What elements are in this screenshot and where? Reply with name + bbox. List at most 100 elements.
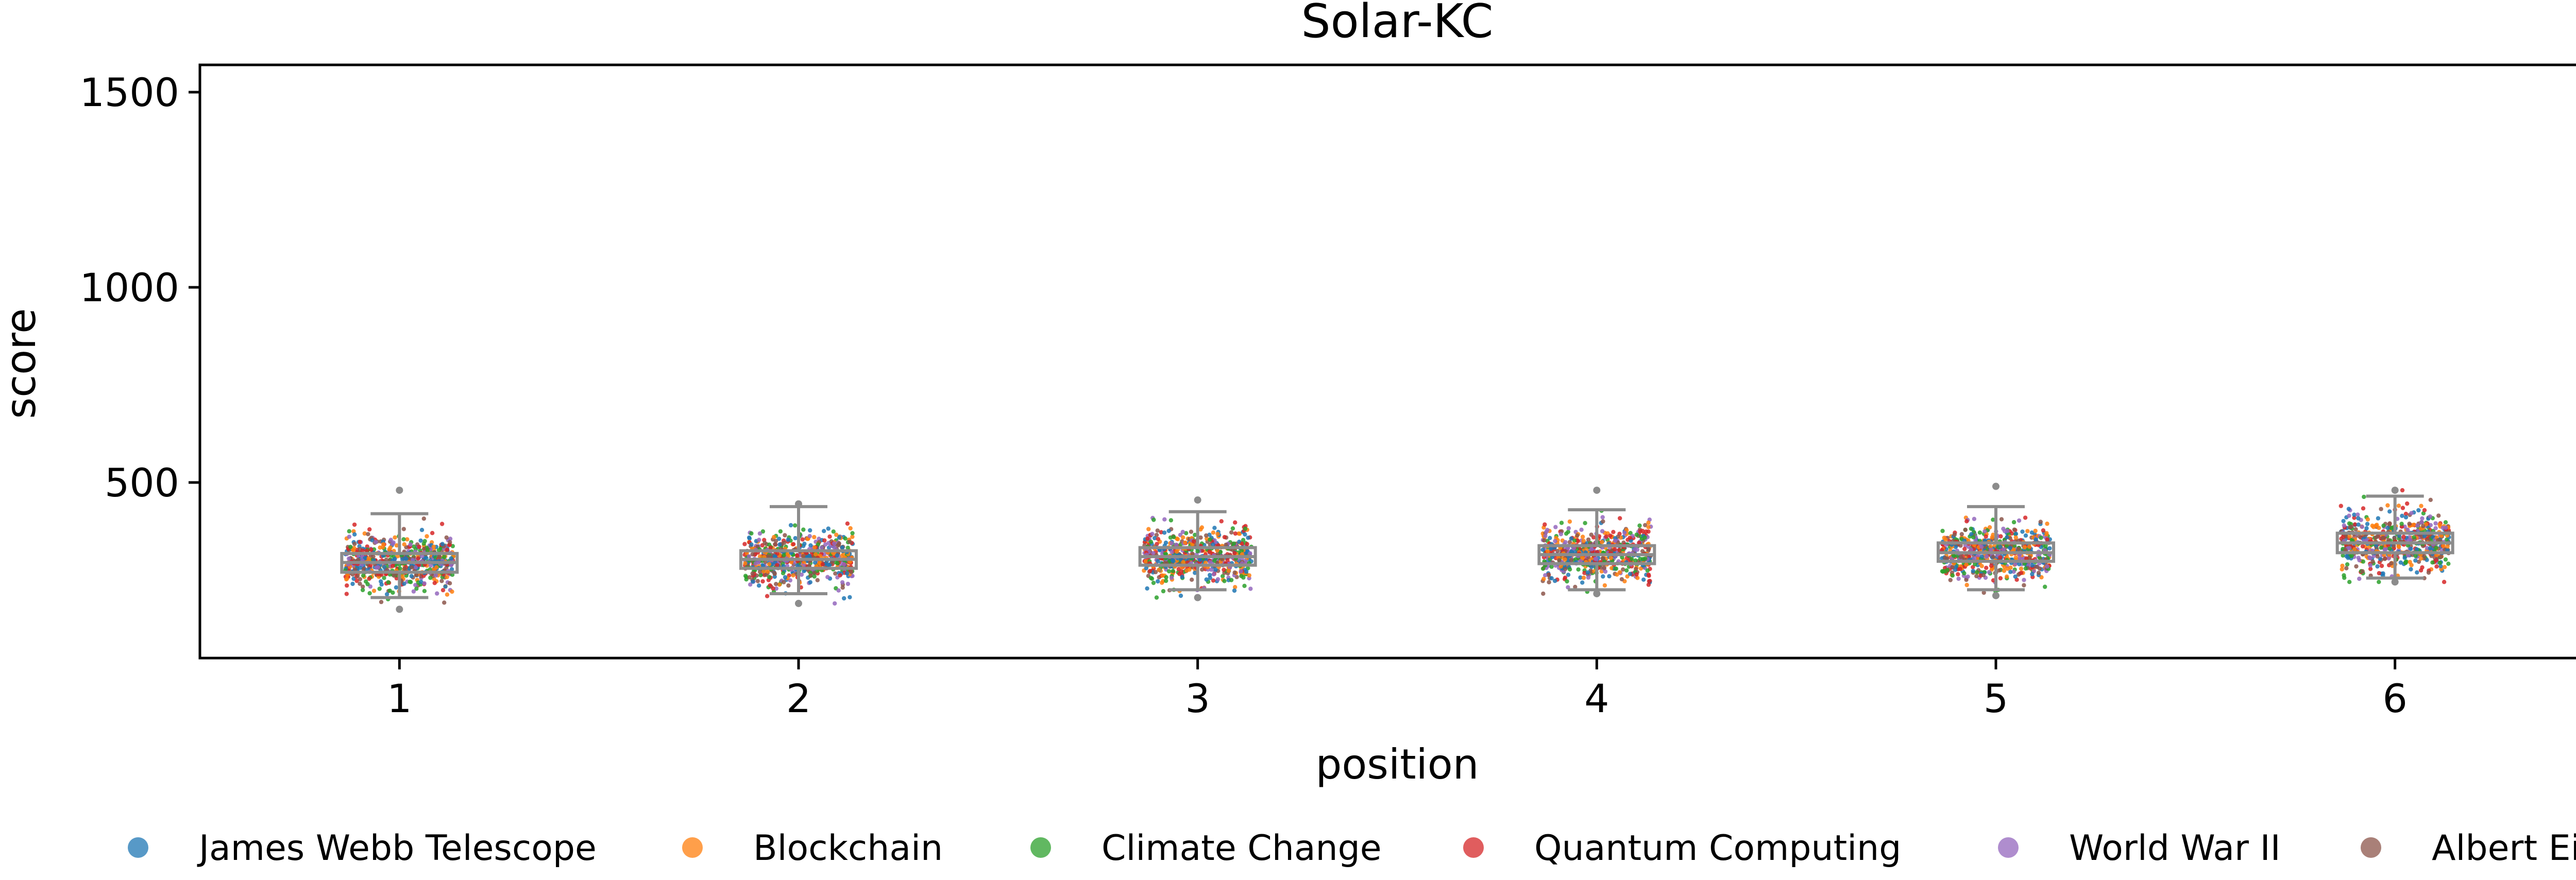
- data-point: [1231, 541, 1236, 546]
- data-point: [799, 572, 804, 577]
- data-point: [1971, 535, 1976, 540]
- data-point: [835, 553, 840, 558]
- data-point: [1225, 558, 1230, 563]
- data-point: [2019, 566, 2024, 571]
- data-point: [1553, 539, 1557, 544]
- data-point: [411, 589, 416, 594]
- data-point: [843, 536, 848, 541]
- data-point: [2352, 515, 2357, 520]
- data-point: [2385, 525, 2390, 530]
- data-point: [812, 574, 817, 579]
- data-point: [2419, 504, 2424, 508]
- data-point: [1160, 573, 1165, 578]
- data-point: [773, 554, 777, 559]
- data-point: [1183, 540, 1188, 545]
- data-point: [1954, 564, 1958, 569]
- box-plot-2: [739, 500, 858, 607]
- data-point: [1645, 568, 1650, 573]
- data-point: [2030, 563, 2035, 568]
- data-point: [2017, 562, 2022, 566]
- data-point: [1619, 577, 1624, 582]
- data-point: [449, 563, 453, 567]
- data-point: [1239, 548, 1244, 553]
- data-point: [2405, 527, 2410, 532]
- legend-item: James Webb Telescope: [128, 828, 597, 869]
- data-point: [1198, 557, 1202, 562]
- data-point: [1181, 535, 1185, 540]
- data-point: [1613, 547, 1617, 552]
- data-point: [1962, 546, 1967, 551]
- data-point: [422, 581, 427, 586]
- data-point: [834, 532, 839, 537]
- data-point: [2412, 522, 2416, 527]
- data-point: [2340, 567, 2344, 572]
- data-point: [774, 586, 779, 591]
- data-point: [1239, 569, 1243, 574]
- data-point: [1548, 536, 1552, 541]
- data-point: [1211, 542, 1215, 547]
- data-point: [1541, 577, 1546, 581]
- data-point: [1586, 575, 1591, 580]
- data-point: [767, 562, 772, 566]
- data-point: [345, 583, 349, 588]
- data-point: [1207, 549, 1212, 554]
- data-point: [445, 575, 449, 579]
- data-point: [808, 543, 813, 548]
- data-point: [1638, 566, 1643, 571]
- data-point: [2352, 512, 2357, 517]
- data-point: [1148, 540, 1154, 544]
- outlier-point: [795, 599, 802, 607]
- data-point: [2011, 520, 2016, 525]
- data-point: [2377, 580, 2381, 584]
- data-point: [1174, 542, 1179, 547]
- x-axis: 1 2 3 4 5 6: [387, 658, 2408, 721]
- data-point: [2438, 564, 2443, 568]
- data-point: [827, 534, 832, 539]
- data-point: [393, 535, 397, 540]
- data-point: [394, 543, 399, 548]
- data-point: [848, 595, 852, 600]
- data-point: [778, 529, 783, 534]
- data-point: [757, 554, 762, 559]
- data-point: [1248, 551, 1252, 556]
- data-point: [2047, 546, 2052, 551]
- data-point: [445, 547, 450, 553]
- data-point: [360, 548, 365, 553]
- data-point: [777, 537, 782, 541]
- data-point: [2027, 544, 2032, 549]
- data-point: [354, 578, 359, 583]
- data-point: [2357, 576, 2362, 581]
- data-point: [422, 589, 427, 594]
- data-point: [1628, 572, 1633, 576]
- data-point: [1618, 516, 1622, 521]
- data-point: [1555, 548, 1560, 554]
- data-point: [1578, 575, 1583, 580]
- data-point: [2367, 555, 2372, 560]
- data-point: [2413, 554, 2418, 559]
- data-point: [1604, 534, 1608, 539]
- data-point: [2360, 524, 2364, 529]
- data-point: [1157, 567, 1161, 572]
- data-point: [1974, 574, 1979, 579]
- data-point: [1168, 518, 1174, 523]
- data-point: [791, 542, 796, 547]
- data-point: [1971, 568, 1975, 574]
- data-point: [2415, 523, 2420, 528]
- data-point: [443, 584, 448, 589]
- data-point: [1601, 519, 1605, 524]
- data-point: [1569, 536, 1573, 541]
- data-point: [1988, 544, 1993, 549]
- data-point: [1634, 572, 1639, 577]
- data-point: [2347, 513, 2351, 518]
- data-point: [808, 580, 813, 584]
- data-point: [2418, 556, 2424, 561]
- data-point: [1557, 558, 1562, 563]
- y-tick-label: 500: [105, 460, 179, 506]
- data-point: [352, 532, 357, 537]
- data-point: [2379, 545, 2383, 550]
- data-point: [2375, 523, 2379, 527]
- data-point: [2400, 506, 2405, 510]
- data-point: [421, 516, 426, 521]
- data-point: [2349, 524, 2353, 529]
- data-point: [1164, 575, 1168, 580]
